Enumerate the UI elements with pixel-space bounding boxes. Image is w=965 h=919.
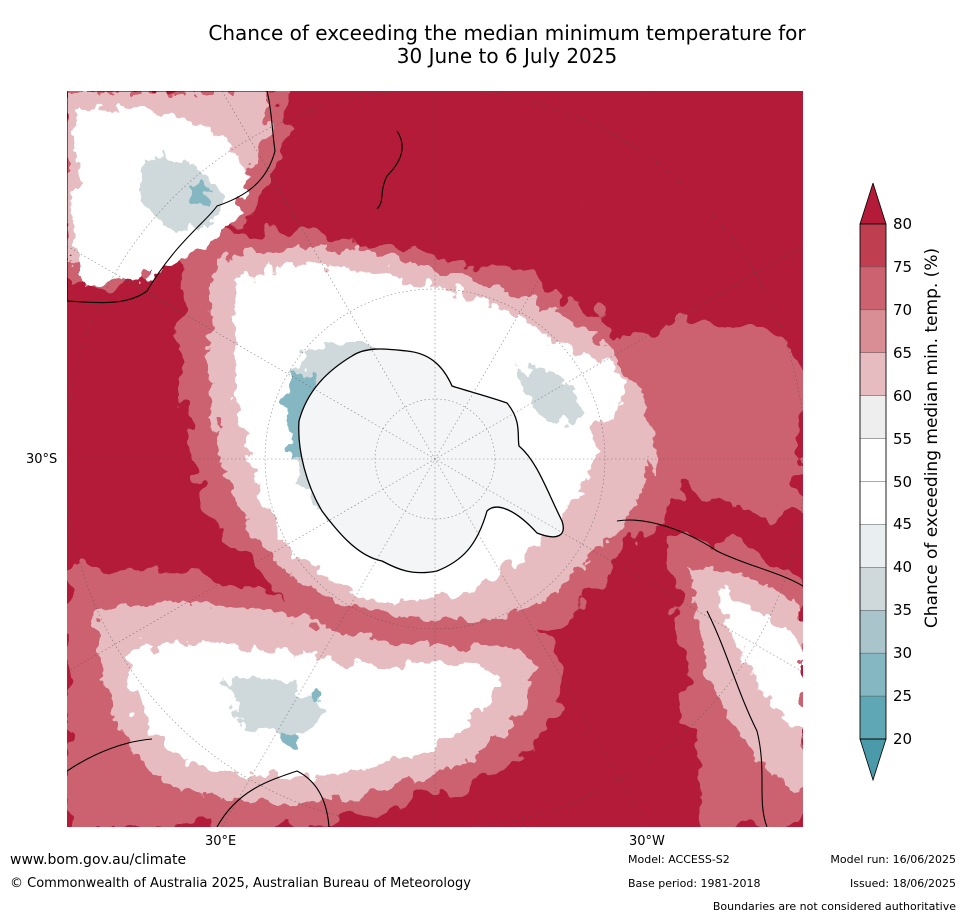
longitude-label-30w: 30°W — [629, 834, 665, 849]
colorbar-tick-label: 60 — [893, 386, 913, 405]
colorbar-segment — [859, 567, 887, 612]
colorbar-segments — [859, 223, 887, 740]
colorbar-segment — [859, 695, 887, 740]
colorbar-segment — [859, 395, 887, 440]
colorbar-high-extension — [859, 183, 887, 225]
colorbar-tick-label: 65 — [893, 343, 913, 362]
footer-copyright: © Commonwealth of Australia 2025, Austra… — [10, 876, 471, 891]
coastlines — [67, 91, 803, 827]
map-title: Chance of exceeding the median minimum t… — [67, 22, 947, 68]
footer-disclaimer: Boundaries are not considered authoritat… — [712, 900, 956, 913]
footer-model: Model: ACCESS-S2 — [628, 853, 730, 866]
colorbar-segment — [859, 266, 887, 311]
footer-base-period: Base period: 1981-2018 — [628, 877, 761, 890]
footer-website: www.bom.gov.au/climate — [10, 852, 187, 868]
south-america-west-coast — [706, 610, 768, 827]
map-svg — [67, 91, 803, 827]
colorbar-tick-label: 45 — [893, 515, 913, 534]
colorbar-tick-label: 75 — [893, 257, 913, 276]
colorbar-segment — [859, 652, 887, 697]
colorbar-tick-label: 25 — [893, 687, 913, 706]
footer-model-run: Model run: 16/06/2025 — [830, 853, 956, 866]
colorbar-tick-label: 50 — [893, 472, 913, 491]
colorbar-tick-label: 30 — [893, 644, 913, 663]
colorbar-tick-label: 70 — [893, 300, 913, 319]
colorbar-segment — [859, 610, 887, 654]
colorbar-segment — [859, 481, 887, 526]
colorbar-segment — [859, 223, 887, 268]
colorbar-segment — [859, 352, 887, 397]
colorbar-tick-label: 40 — [893, 558, 913, 577]
colorbar-segment — [859, 309, 887, 354]
map-title-line2: 30 June to 6 July 2025 — [396, 44, 618, 68]
colorbar-tick-label: 20 — [893, 730, 913, 748]
colorbar — [859, 183, 887, 782]
colorbar-segment — [859, 524, 887, 569]
antarctica-outline — [298, 348, 564, 574]
colorbar-border — [859, 223, 887, 740]
colorbar-low-extension — [859, 738, 887, 782]
south-america-coast — [616, 519, 803, 587]
latitude-label-30s: 30°S — [26, 452, 58, 467]
map-title-line1: Chance of exceeding the median minimum t… — [208, 21, 806, 45]
colorbar-tick-label: 35 — [893, 601, 913, 620]
colorbar-segment — [859, 438, 887, 483]
probability-map — [67, 91, 803, 827]
colorbar-title: Chance of exceeding median min. temp. (%… — [922, 247, 942, 629]
southern-africa-coast — [216, 770, 330, 827]
graticule — [67, 91, 803, 827]
australia-coast — [67, 91, 276, 304]
africa-coast — [67, 738, 153, 772]
footer-issued: Issued: 18/06/2025 — [849, 877, 956, 890]
colorbar-tick-label: 55 — [893, 429, 913, 448]
colorbar-tick-label: 80 — [893, 215, 913, 233]
new-zealand-coast — [376, 130, 403, 210]
longitude-label-30e: 30°E — [205, 834, 237, 849]
